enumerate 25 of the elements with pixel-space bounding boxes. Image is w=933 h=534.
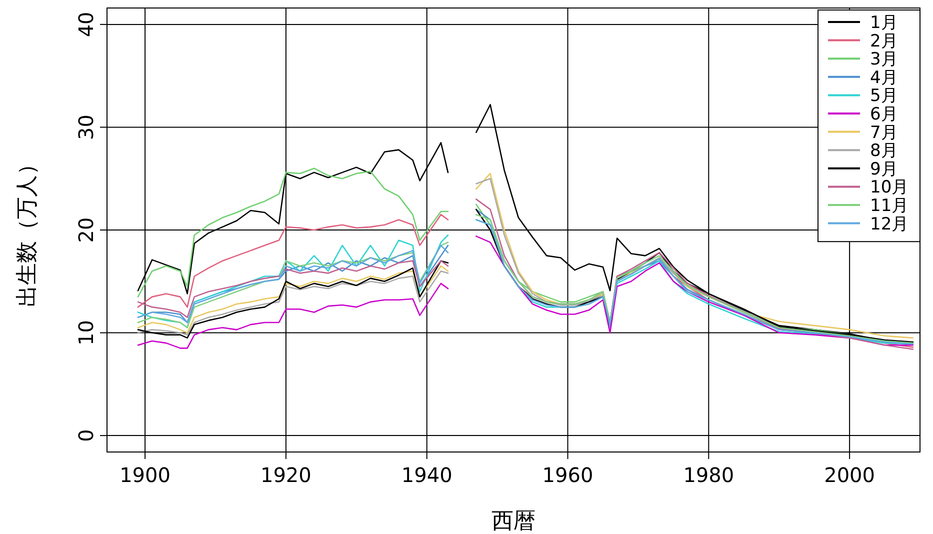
x-tick-label: 1940 [401, 463, 452, 487]
legend-label: 6月 [870, 104, 898, 124]
legend-label: 7月 [870, 122, 898, 143]
x-tick-label: 1900 [120, 463, 170, 487]
legend-label: 12月 [870, 214, 909, 234]
legend-label: 11月 [870, 196, 909, 216]
legend-label: 4月 [870, 68, 898, 88]
y-tick-label: 20 [74, 217, 98, 243]
y-tick-label: 30 [74, 114, 98, 140]
y-tick-label: 40 [74, 12, 98, 38]
legend-label: 10月 [870, 178, 909, 198]
legend-label: 8月 [870, 141, 898, 162]
y-tick-label: 0 [74, 429, 98, 442]
x-tick-label: 1920 [260, 463, 312, 487]
legend-label: 1月 [870, 13, 898, 33]
x-axis-title: 西暦 [492, 509, 536, 534]
x-tick-label: 1980 [683, 463, 734, 487]
x-tick-label: 2000 [824, 463, 876, 487]
x-tick-label: 1960 [542, 463, 594, 487]
legend-label: 9月 [870, 159, 898, 180]
legend-label: 5月 [870, 86, 898, 106]
y-tick-label: 10 [74, 320, 98, 346]
legend-label: 3月 [870, 50, 898, 70]
legend-label: 2月 [870, 31, 898, 52]
y-axis-title: 出生数（万人） [15, 153, 40, 307]
